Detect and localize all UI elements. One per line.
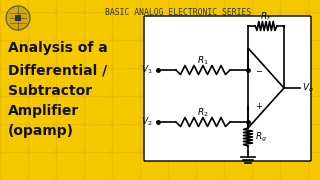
- Text: Amplifier: Amplifier: [8, 104, 79, 118]
- Text: (opamp): (opamp): [8, 124, 74, 138]
- FancyBboxPatch shape: [144, 16, 311, 161]
- Text: $R_g$: $R_g$: [255, 130, 267, 144]
- Text: $R_f$: $R_f$: [260, 11, 272, 23]
- Text: $-$: $-$: [255, 66, 263, 75]
- Text: $V_2$: $V_2$: [141, 116, 153, 128]
- Text: $+$: $+$: [255, 101, 263, 111]
- Text: $V_o$: $V_o$: [302, 82, 314, 94]
- Text: Subtractor: Subtractor: [8, 84, 92, 98]
- Circle shape: [6, 6, 30, 30]
- Text: Analysis of a: Analysis of a: [8, 41, 108, 55]
- Text: $V_1$: $V_1$: [141, 64, 153, 76]
- Text: $R_1$: $R_1$: [197, 55, 209, 67]
- Bar: [15, 15, 21, 21]
- Text: Differential /: Differential /: [8, 63, 107, 77]
- Text: $R_2$: $R_2$: [197, 107, 209, 119]
- Text: BASIC ANALOG ELECTRONIC SERIES: BASIC ANALOG ELECTRONIC SERIES: [105, 8, 251, 17]
